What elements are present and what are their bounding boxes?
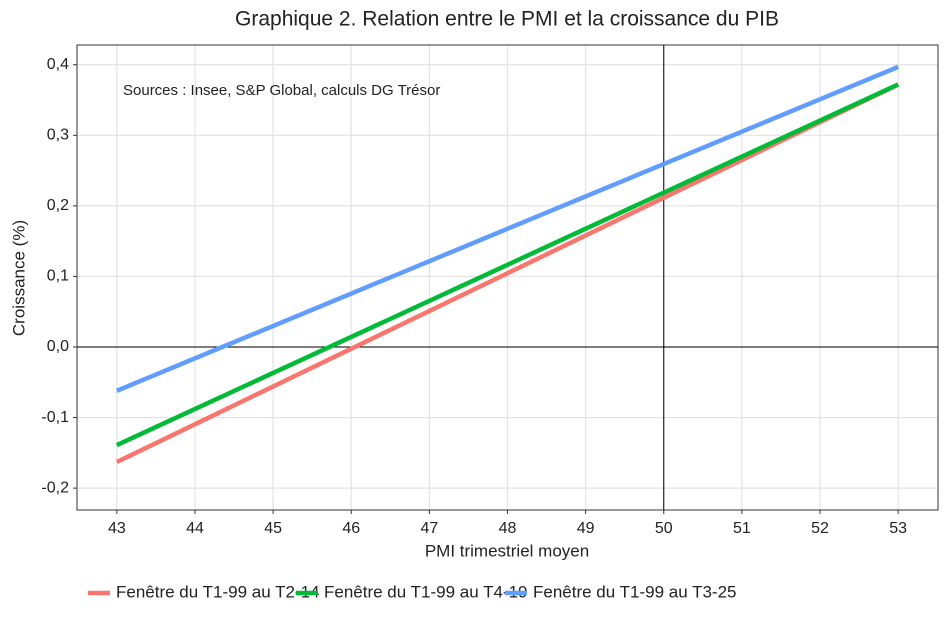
x-tick-label: 52 (811, 520, 829, 537)
annotation: Sources : Insee, S&P Global, calculs DG … (123, 82, 440, 99)
x-tick-label: 43 (108, 520, 126, 537)
plot-frame (76, 44, 939, 511)
y-tick-label: 0,2 (47, 197, 69, 214)
y-tick-label: -0,2 (41, 479, 69, 496)
x-tick-label: 48 (499, 520, 517, 537)
y-tick-label: 0,1 (47, 268, 69, 285)
y-axis-label: Croissance (%) (9, 220, 28, 336)
y-tick-label: 0,3 (47, 127, 69, 144)
x-tick-label: 44 (186, 520, 204, 537)
x-tick-label: 45 (264, 520, 282, 537)
y-tick-label: -0,1 (41, 409, 69, 426)
legend-label: Fenêtre du T1-99 au T2-14 (116, 582, 320, 601)
legend-label: Fenêtre du T1-99 au T4-19 (324, 582, 528, 601)
chart-title: Graphique 2. Relation entre le PMI et la… (235, 8, 779, 31)
legend-label: Fenêtre du T1-99 au T3-25 (533, 582, 737, 601)
y-tick-label: 0,4 (47, 56, 69, 73)
x-tick-label: 51 (733, 520, 751, 537)
x-tick-label: 46 (342, 520, 360, 537)
y-tick-label: 0,0 (47, 338, 69, 355)
x-tick-label: 50 (655, 520, 673, 537)
x-tick-label: 47 (420, 520, 438, 537)
x-tick-label: 53 (889, 520, 907, 537)
x-tick-label: 49 (577, 520, 595, 537)
series-line (115, 82, 900, 448)
series-line (115, 82, 900, 465)
series-line (115, 64, 900, 393)
x-axis-label: PMI trimestriel moyen (425, 541, 589, 560)
